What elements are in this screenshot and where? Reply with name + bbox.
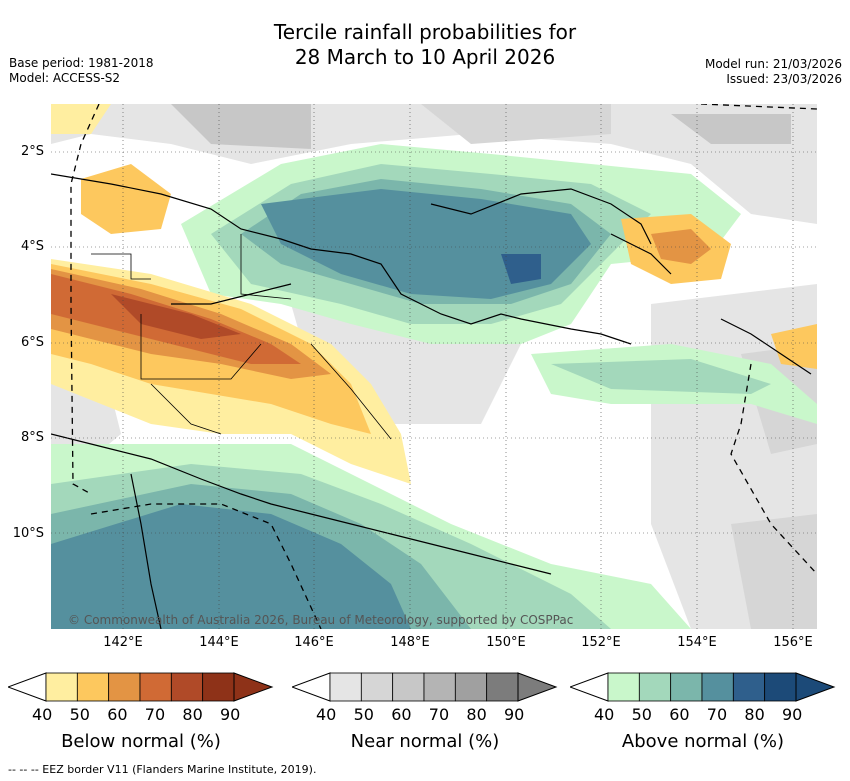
provincial-borders <box>91 234 392 440</box>
lon-label-156e: 156°E <box>773 635 813 650</box>
above-extend-left <box>568 672 609 702</box>
above-normal-label: Above normal (%) <box>621 731 785 752</box>
colorbar-swatch <box>392 672 425 702</box>
colorbar-tick-label: 50 <box>631 705 652 724</box>
colorbar-below-normal <box>6 672 274 706</box>
probability-map <box>51 104 817 629</box>
colorbar-tick-label: 90 <box>220 705 241 724</box>
colorbar-near-svg <box>290 672 558 702</box>
map-title: Tercile rainfall probabilities for 28 Ma… <box>0 20 850 70</box>
above-normal-fields <box>51 144 817 629</box>
lon-label-148e: 148°E <box>390 635 430 650</box>
colorbar-tick-label: 80 <box>744 705 765 724</box>
meta-right: Model run: 21/03/2026 Issued: 23/03/2026 <box>705 57 842 87</box>
lon-label-144e: 144°E <box>199 635 239 650</box>
colorbar-tick-label: 70 <box>144 705 166 724</box>
lon-label-150e: 150°E <box>486 635 526 650</box>
above-extend-right <box>795 672 836 702</box>
near-extend-right <box>517 672 558 702</box>
colorbar-tick-label: 90 <box>504 705 525 724</box>
lat-label-4s: 4°S <box>20 239 44 254</box>
lon-label-152e: 152°E <box>581 635 621 650</box>
base-period: Base period: 1981-2018 <box>9 56 154 70</box>
colorbar-swatch <box>454 672 488 702</box>
colorbar-swatch <box>701 672 734 702</box>
colorbar-near-normal <box>290 672 558 706</box>
colorbar-swatch <box>764 672 797 702</box>
colorbar-tick-label: 60 <box>669 705 690 724</box>
colorbar-tick-label: 40 <box>316 705 337 724</box>
near-normal-label: Near normal (%) <box>350 731 500 752</box>
colorbar-below-svg <box>6 672 274 702</box>
lat-label-6s: 6°S <box>20 335 44 350</box>
colorbar-swatch <box>170 672 204 702</box>
lon-label-154e: 154°E <box>677 635 717 650</box>
colorbar-swatch <box>670 672 703 702</box>
meta-left: Base period: 1981-2018 Model: ACCESS-S2 <box>9 56 154 86</box>
colorbar-tick-label: 80 <box>182 705 203 724</box>
colorbar-tick-label: 40 <box>32 705 53 724</box>
eez-borders <box>70 104 817 629</box>
colorbar-swatch <box>638 672 672 702</box>
coastlines <box>51 173 812 629</box>
lon-label-146e: 146°E <box>294 635 334 650</box>
colorbar-swatch <box>45 672 78 702</box>
colorbar-tick-label: 70 <box>428 705 450 724</box>
lat-label-2s: 2°S <box>20 144 44 159</box>
model-name: Model: ACCESS-S2 <box>9 71 121 85</box>
colorbar-above-normal <box>568 672 836 706</box>
lat-label-10s: 10°S <box>12 526 44 541</box>
colorbar-tick-label: 60 <box>107 705 128 724</box>
colorbar-swatch <box>329 672 362 702</box>
map-canvas <box>51 104 817 629</box>
colorbar-tick-label: 90 <box>782 705 803 724</box>
colorbar-tick-label: 80 <box>466 705 487 724</box>
title-line-2: 28 March to 10 April 2026 <box>294 45 556 69</box>
eez-footnote: -- -- -- EEZ border V11 (Flanders Marine… <box>8 763 317 776</box>
colorbar-swatch <box>202 672 235 702</box>
below-extend-left <box>6 672 47 702</box>
colorbar-swatch <box>139 672 172 702</box>
colorbar-swatch <box>486 672 519 702</box>
colorbar-swatch <box>108 672 141 702</box>
colorbar-tick-label: 50 <box>69 705 90 724</box>
lon-label-142e: 142°E <box>103 635 143 650</box>
model-run: Model run: 21/03/2026 <box>704 57 842 71</box>
below-extend-right <box>233 672 274 702</box>
colorbar-tick-label: 40 <box>594 705 615 724</box>
colorbar-tick-label: 50 <box>353 705 374 724</box>
colorbar-swatch <box>76 672 110 702</box>
issued-date: Issued: 23/03/2026 <box>726 72 842 86</box>
colorbar-swatch <box>423 672 456 702</box>
title-line-1: Tercile rainfall probabilities for <box>273 20 577 44</box>
near-extend-left <box>290 672 331 702</box>
below-normal-label: Below normal (%) <box>61 731 221 752</box>
colorbar-swatch <box>732 672 766 702</box>
copyright-notice: © Commonwealth of Australia 2026, Bureau… <box>68 613 574 627</box>
colorbar-above-svg <box>568 672 836 702</box>
lat-label-8s: 8°S <box>20 430 44 445</box>
colorbar-swatch <box>360 672 394 702</box>
colorbar-tick-label: 70 <box>706 705 728 724</box>
colorbar-tick-label: 60 <box>391 705 412 724</box>
colorbar-swatch <box>607 672 640 702</box>
